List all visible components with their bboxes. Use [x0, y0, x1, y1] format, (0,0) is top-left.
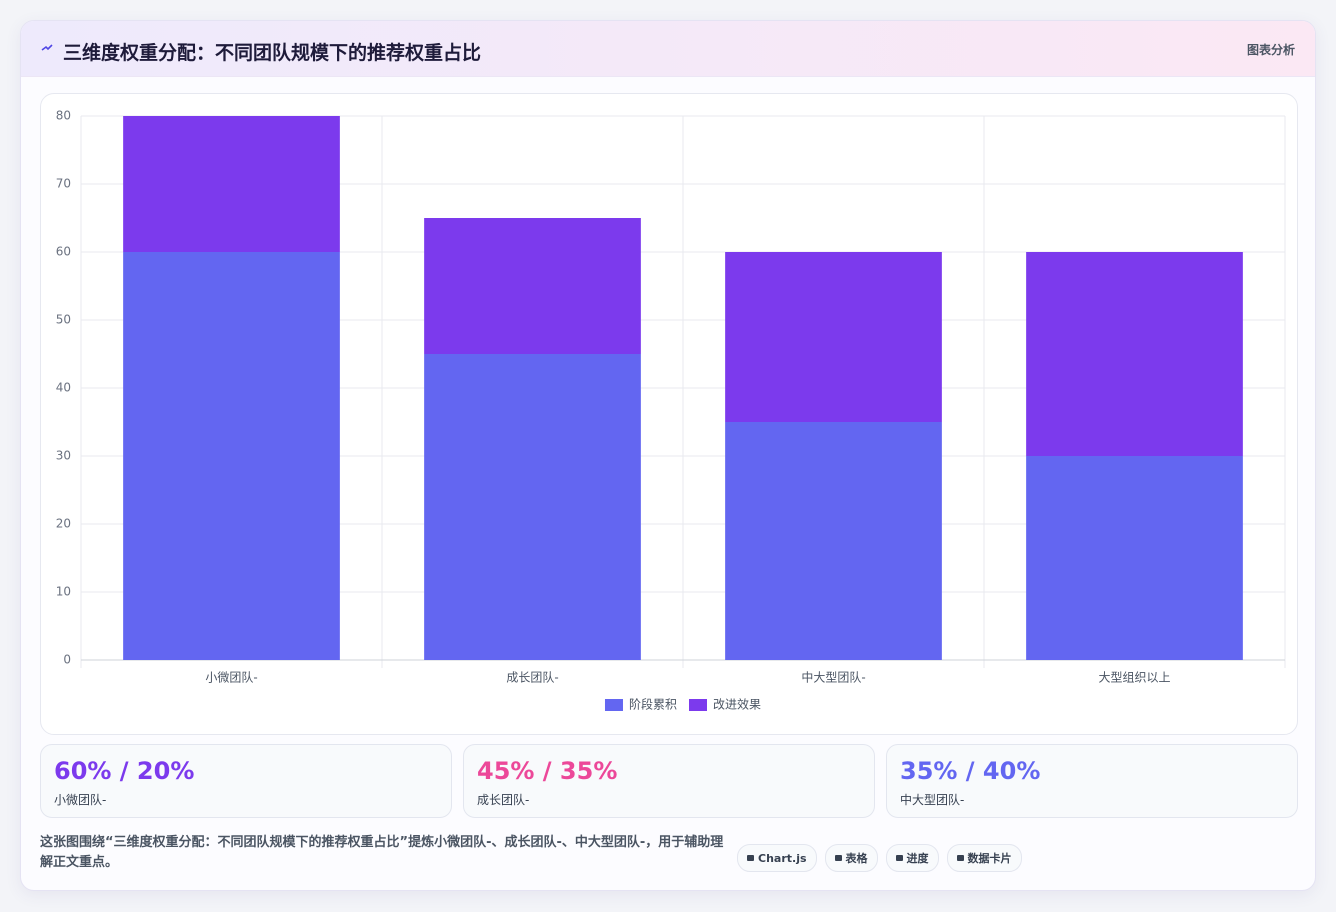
bar-segment — [123, 252, 340, 660]
tag[interactable]: Chart.js — [737, 844, 817, 872]
stat-value: 60% / 20% — [54, 757, 195, 785]
chart: 0 10 20 30 40 50 60 70 80 小微团队- 成长团队- 中大型团队- 大型组织以上阶… — [56, 109, 1286, 712]
chart-panel: 0 10 20 30 40 50 60 70 80 小微团队- 成长团队- 中大型团队- 大型组织以上阶… — [40, 93, 1298, 735]
tag[interactable]: 数据卡片 — [946, 844, 1022, 872]
stat-label: 成长团队- — [477, 793, 530, 807]
stat-value: 45% / 35% — [477, 757, 618, 785]
bar-segment — [725, 422, 942, 660]
header: 三维度权重分配：不同团队规模下的推荐权重占比 图表分析 — [21, 21, 1315, 77]
card: 三维度权重分配：不同团队规模下的推荐权重占比 图表分析 0 10 20 30 40 50 6… — [20, 20, 1316, 891]
legend-label: 阶段累积 — [629, 697, 677, 712]
x-tick-label: 大型组织以上 — [1098, 671, 1170, 685]
stat-label: 小微团队- — [54, 793, 107, 807]
x-tick-label: 中大型团队- — [801, 670, 865, 685]
title: 三维度权重分配：不同团队规模下的推荐权重占比 — [63, 42, 482, 64]
y-tick-label: 0 — [63, 653, 71, 667]
legend: 阶段累积 改进效果 — [604, 697, 761, 712]
bar-segment — [725, 252, 942, 422]
x-tick-label: 成长团队- — [506, 670, 558, 685]
tag-label: 数据卡片 — [967, 852, 1012, 865]
description: 这张图围绕“三维度权重分配：不同团队规模下的推荐权重占比”提炼小微团队-、成长团… — [40, 835, 724, 870]
legend-swatch — [604, 699, 623, 711]
y-tick-label: 80 — [56, 109, 71, 123]
tag-icon — [747, 855, 754, 861]
bar-segment — [424, 354, 641, 660]
y-tick-label: 70 — [56, 177, 71, 191]
tag[interactable]: 表格 — [824, 844, 878, 872]
header-icon — [41, 44, 53, 51]
bar-segment — [1026, 456, 1243, 660]
tag-icon — [895, 855, 903, 861]
tag-label: 表格 — [845, 852, 868, 865]
y-tick-label: 10 — [56, 585, 71, 599]
stat-card: 35% / 40% 中大型团队- — [886, 744, 1298, 818]
bar-segment — [123, 116, 340, 252]
bar-segment — [1026, 252, 1243, 456]
tag-icon — [956, 855, 964, 861]
y-tick-label: 30 — [56, 449, 71, 463]
tag-label: Chart.js — [758, 851, 807, 865]
y-tick-label: 40 — [56, 381, 71, 395]
y-tick-label: 60 — [56, 245, 71, 259]
header-action[interactable]: 图表分析 — [1246, 43, 1295, 57]
stat-card: 45% / 35% 成长团队- — [463, 744, 875, 818]
y-tick-label: 50 — [56, 313, 71, 327]
stat-card: 60% / 20% 小微团队- — [40, 744, 452, 818]
tags: Chart.js 表格 进度 数据卡片 — [737, 844, 1022, 872]
stat-label: 中大型团队- — [900, 793, 965, 807]
y-tick-label: 20 — [56, 517, 71, 531]
x-tick-label: 小微团队- — [205, 670, 257, 685]
bar-segment — [424, 218, 641, 354]
legend-label: 改进效果 — [713, 697, 761, 712]
tag-icon — [834, 855, 842, 861]
stat-value: 35% / 40% — [900, 757, 1041, 785]
tag-label: 进度 — [906, 852, 929, 865]
legend-swatch — [689, 699, 707, 711]
tag[interactable]: 进度 — [885, 844, 939, 872]
